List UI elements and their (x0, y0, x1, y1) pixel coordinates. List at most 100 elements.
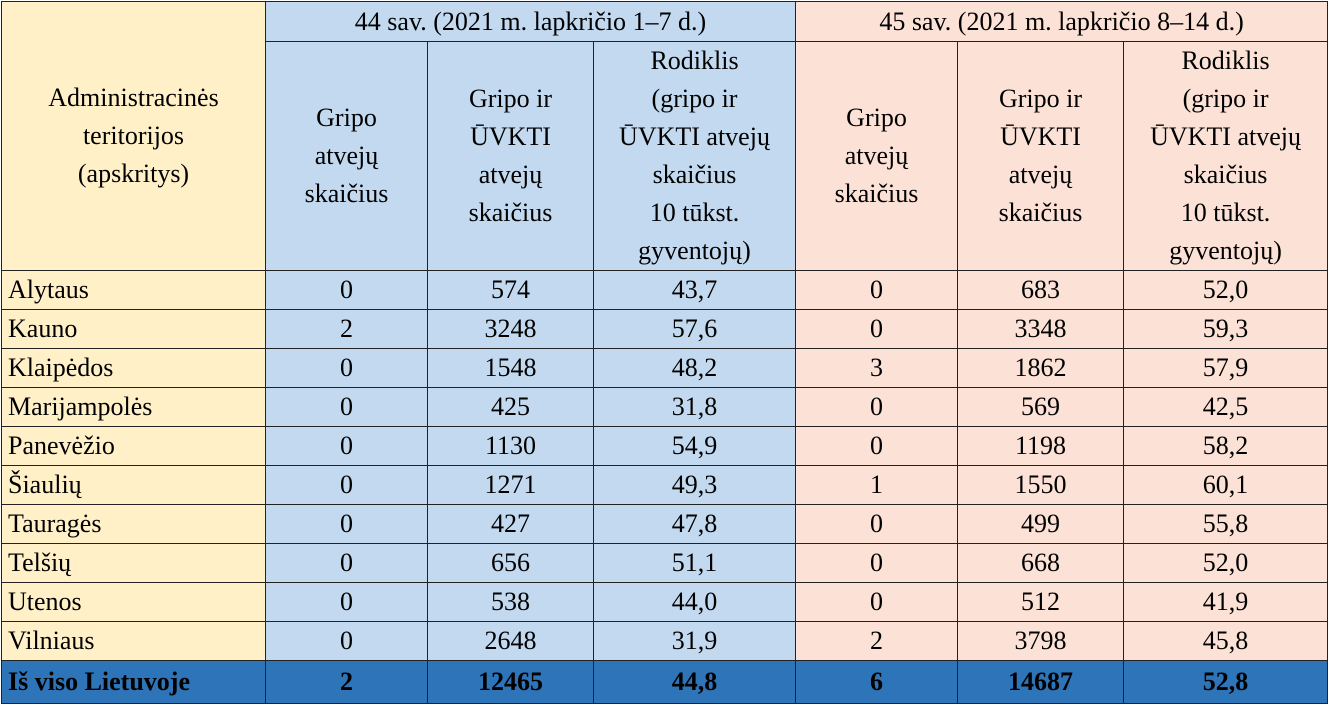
w45-rate-cell: 45,8 (1123, 621, 1328, 661)
w45-flu-ari-header: Gripo ir ŪVKTI atvejų skaičius (957, 41, 1125, 271)
w45-rate-cell: 52,0 (1123, 543, 1328, 583)
table-row: Šiaulių 0 1271 49,3 1 1550 60,1 (1, 465, 1328, 505)
w45-flu-ari-cell: 3348 (957, 309, 1125, 349)
territory-cell: Panevėžio (1, 426, 266, 466)
w44-flu-cell: 0 (265, 387, 428, 427)
w45-flu-cell: 0 (795, 309, 959, 349)
w44-rate-cell: 57,6 (592, 309, 797, 349)
table-row: Panevėžio 0 1130 54,9 0 1198 58,2 (1, 426, 1328, 466)
w44-rate-cell: 51,1 (592, 543, 797, 583)
w45-flu-ari-cell: 1198 (957, 426, 1125, 466)
w45-flu-header: Gripo atvejų skaičius (795, 41, 959, 271)
total-w45-rate: 52,8 (1123, 660, 1328, 704)
w44-flu-cell: 0 (265, 465, 428, 505)
table-row: Alytaus 0 574 43,7 0 683 52,0 (1, 270, 1328, 310)
w44-rate-cell: 31,8 (592, 387, 797, 427)
w44-flu-cell: 0 (265, 504, 428, 544)
w45-flu-cell: 3 (795, 348, 959, 388)
w44-rate-cell: 49,3 (592, 465, 797, 505)
w44-flu-ari-cell: 1271 (427, 465, 594, 505)
w45-rate-cell: 52,0 (1123, 270, 1328, 310)
territory-cell: Alytaus (1, 270, 266, 310)
territory-cell: Vilniaus (1, 621, 266, 661)
w45-flu-ari-cell: 1550 (957, 465, 1125, 505)
week45-header: 45 sav. (2021 m. lapkričio 8–14 d.) (795, 1, 1328, 42)
table-row: Telšių 0 656 51,1 0 668 52,0 (1, 543, 1328, 583)
territory-cell: Utenos (1, 582, 266, 622)
w44-rate-cell: 31,9 (592, 621, 797, 661)
w45-rate-cell: 60,1 (1123, 465, 1328, 505)
w45-rate-cell: 41,9 (1123, 582, 1328, 622)
total-w45-flu: 6 (795, 660, 959, 704)
territory-cell: Šiaulių (1, 465, 266, 505)
w44-flu-cell: 0 (265, 582, 428, 622)
table-row: Vilniaus 0 2648 31,9 2 3798 45,8 (1, 621, 1328, 661)
w44-rate-cell: 47,8 (592, 504, 797, 544)
w44-rate-cell: 54,9 (592, 426, 797, 466)
table-row: Tauragės 0 427 47,8 0 499 55,8 (1, 504, 1328, 544)
w44-flu-ari-cell: 656 (427, 543, 594, 583)
w44-flu-ari-cell: 1130 (427, 426, 594, 466)
table-body: Alytaus 0 574 43,7 0 683 52,0 Kauno 2 32… (1, 270, 1328, 704)
territory-header: Administracinės teritorijos (apskritys) (1, 1, 266, 271)
w45-flu-ari-cell: 683 (957, 270, 1125, 310)
table-row: Klaipėdos 0 1548 48,2 3 1862 57,9 (1, 348, 1328, 388)
w45-rate-cell: 55,8 (1123, 504, 1328, 544)
w45-flu-cell: 0 (795, 543, 959, 583)
total-w44-rate: 44,8 (592, 660, 797, 704)
territory-cell: Marijampolės (1, 387, 266, 427)
w44-flu-cell: 0 (265, 348, 428, 388)
table-row: Kauno 2 3248 57,6 0 3348 59,3 (1, 309, 1328, 349)
w45-flu-cell: 0 (795, 504, 959, 544)
total-w45-flu-ari: 14687 (957, 660, 1125, 704)
w44-flu-ari-cell: 1548 (427, 348, 594, 388)
w45-flu-cell: 0 (795, 270, 959, 310)
w45-rate-cell: 57,9 (1123, 348, 1328, 388)
week-header-row: Administracinės teritorijos (apskritys) … (1, 1, 1328, 271)
w44-flu-ari-cell: 425 (427, 387, 594, 427)
w45-flu-cell: 1 (795, 465, 959, 505)
w45-flu-ari-cell: 3798 (957, 621, 1125, 661)
w45-flu-ari-cell: 668 (957, 543, 1125, 583)
w45-flu-ari-cell: 512 (957, 582, 1125, 622)
territory-cell: Tauragės (1, 504, 266, 544)
w45-flu-cell: 2 (795, 621, 959, 661)
total-label: Iš viso Lietuvoje (1, 660, 266, 704)
w45-flu-ari-cell: 499 (957, 504, 1125, 544)
w45-flu-cell: 0 (795, 387, 959, 427)
total-w44-flu-ari: 12465 (427, 660, 594, 704)
w45-flu-ari-cell: 1862 (957, 348, 1125, 388)
column-header-row: Gripo atvejų skaičius Gripo ir ŪVKTI atvejų s… (2, 41, 1328, 271)
w45-rate-cell: 59,3 (1123, 309, 1328, 349)
w44-flu-ari-cell: 2648 (427, 621, 594, 661)
w44-flu-cell: 0 (265, 270, 428, 310)
w44-rate-header: Rodiklis (gripo ir ŪVKTI atvejų skaičius 10 … (592, 41, 797, 271)
w44-flu-cell: 0 (265, 426, 428, 466)
w45-flu-cell: 0 (795, 582, 959, 622)
territory-cell: Telšių (1, 543, 266, 583)
w44-flu-header: Gripo atvejų skaičius (265, 41, 428, 271)
w45-flu-ari-cell: 569 (957, 387, 1125, 427)
territory-cell: Klaipėdos (1, 348, 266, 388)
total-row: Iš viso Lietuvoje 2 12465 44,8 6 14687 5… (1, 660, 1328, 704)
w45-flu-cell: 0 (795, 426, 959, 466)
w44-rate-cell: 43,7 (592, 270, 797, 310)
w44-flu-ari-header: Gripo ir ŪVKTI atvejų skaičius (427, 41, 594, 271)
w45-rate-cell: 42,5 (1123, 387, 1328, 427)
w44-flu-ari-cell: 427 (427, 504, 594, 544)
w44-flu-cell: 0 (265, 621, 428, 661)
w44-flu-ari-cell: 538 (427, 582, 594, 622)
w44-rate-cell: 48,2 (592, 348, 797, 388)
w44-rate-cell: 44,0 (592, 582, 797, 622)
w44-flu-cell: 2 (265, 309, 428, 349)
w44-flu-ari-cell: 574 (427, 270, 594, 310)
w45-rate-header: Rodiklis (gripo ir ŪVKTI atvejų skaičius 10 … (1123, 41, 1328, 271)
w44-flu-cell: 0 (265, 543, 428, 583)
territory-cell: Kauno (1, 309, 266, 349)
week44-header: 44 sav. (2021 m. lapkričio 1–7 d.) (264, 1, 797, 42)
w45-rate-cell: 58,2 (1123, 426, 1328, 466)
total-w44-flu: 2 (265, 660, 428, 704)
table-row: Marijampolės 0 425 31,8 0 569 42,5 (1, 387, 1328, 427)
w44-flu-ari-cell: 3248 (427, 309, 594, 349)
